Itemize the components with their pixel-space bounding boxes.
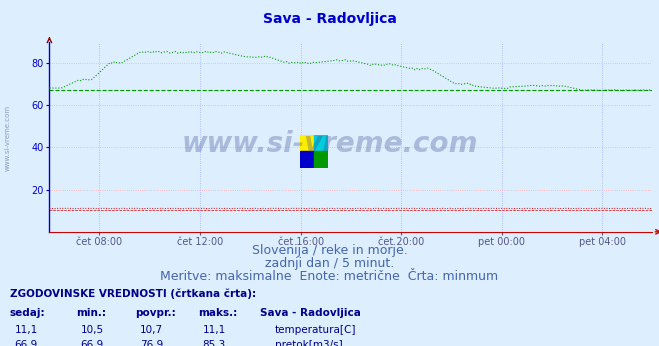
Bar: [300, 152, 314, 168]
Text: www.si-vreme.com: www.si-vreme.com: [5, 105, 11, 172]
Text: www.si-vreme.com: www.si-vreme.com: [181, 130, 478, 157]
Bar: [314, 135, 328, 152]
Text: min.:: min.:: [76, 308, 106, 318]
Text: sedaj:: sedaj:: [10, 308, 45, 318]
Text: 11,1: 11,1: [202, 325, 226, 335]
Text: Sava - Radovljica: Sava - Radovljica: [262, 12, 397, 26]
Text: pretok[m3/s]: pretok[m3/s]: [275, 340, 343, 346]
Text: ZGODOVINSKE VREDNOSTI (črtkana črta):: ZGODOVINSKE VREDNOSTI (črtkana črta):: [10, 289, 256, 299]
Text: 66,9: 66,9: [14, 340, 38, 346]
Text: 10,5: 10,5: [80, 325, 104, 335]
Text: Meritve: maksimalne  Enote: metrične  Črta: minmum: Meritve: maksimalne Enote: metrične Črta…: [160, 270, 499, 283]
Text: 10,7: 10,7: [140, 325, 163, 335]
Bar: [314, 152, 328, 168]
Text: Sava - Radovljica: Sava - Radovljica: [260, 308, 361, 318]
Bar: [300, 135, 314, 152]
Text: 85,3: 85,3: [202, 340, 226, 346]
Text: 11,1: 11,1: [14, 325, 38, 335]
Text: zadnji dan / 5 minut.: zadnji dan / 5 minut.: [265, 257, 394, 270]
Text: Slovenija / reke in morje.: Slovenija / reke in morje.: [252, 244, 407, 257]
Text: povpr.:: povpr.:: [135, 308, 176, 318]
Text: 76,9: 76,9: [140, 340, 163, 346]
Text: 66,9: 66,9: [80, 340, 104, 346]
Text: maks.:: maks.:: [198, 308, 237, 318]
Text: temperatura[C]: temperatura[C]: [275, 325, 357, 335]
